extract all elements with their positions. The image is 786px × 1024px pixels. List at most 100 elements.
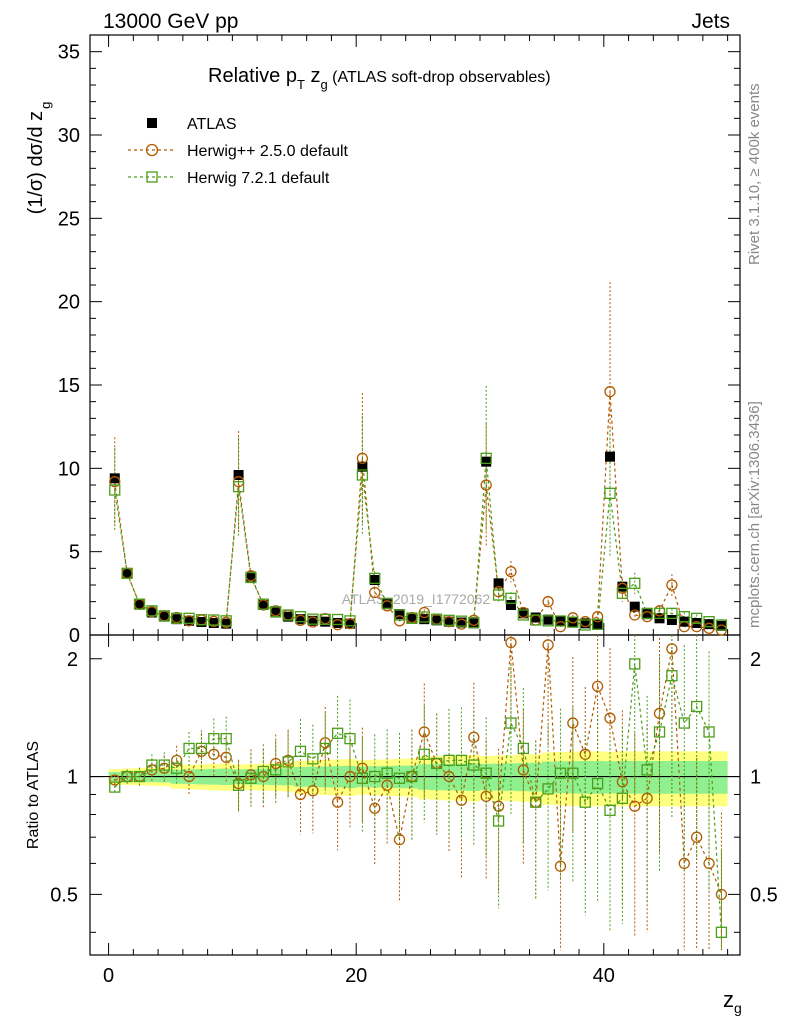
herwigpp-point	[604, 386, 616, 398]
rivet-version-label: Rivet 3.1.10, ≥ 400k events	[746, 83, 763, 265]
herwigpp-ratio-point	[542, 639, 554, 651]
atlas-point	[394, 609, 405, 620]
herwigpp-ratio-point	[183, 770, 195, 783]
atlas-point	[146, 607, 157, 618]
atlas-point	[431, 615, 442, 626]
herwig7-ratio-point	[579, 796, 591, 808]
herwig7-ratio-point	[616, 792, 629, 804]
ratio-series-group	[109, 635, 728, 951]
herwigpp-point	[629, 609, 641, 621]
atlas-point	[456, 617, 467, 628]
herwig7-point	[666, 607, 678, 619]
herwig7-point	[133, 598, 146, 610]
atlas-point	[493, 578, 504, 589]
herwig7-point	[121, 567, 133, 579]
herwig7-point	[641, 607, 653, 619]
axis-ticks: 0 20 40 0 5 10 15 20 25 30 35 0.5 0.5 1 1 2 2	[50, 34, 778, 987]
herwig7-ratio-point	[344, 732, 356, 745]
herwigpp-ratio-point	[331, 796, 344, 808]
herwig7-ratio-point	[171, 762, 183, 774]
atlas-point	[382, 599, 393, 610]
herwig7-point	[505, 592, 517, 604]
herwig7-ratio-point	[591, 777, 604, 790]
atlas-point	[345, 618, 355, 629]
herwig7-point	[307, 613, 319, 625]
herwigpp-point	[666, 579, 678, 591]
herwigpp-ratio-point	[109, 774, 121, 786]
herwig7-point	[431, 613, 443, 625]
herwig7-ratio-point	[629, 658, 641, 670]
herwig7-point	[356, 469, 369, 481]
herwigpp-point	[542, 596, 554, 608]
herwig7-point	[171, 612, 183, 624]
herwig7-point	[381, 597, 393, 609]
atlas-point	[295, 614, 306, 625]
herwig7-point	[195, 614, 208, 626]
atlas-point	[419, 614, 430, 625]
main-series-group	[109, 282, 728, 636]
herwig7-point	[418, 611, 430, 623]
herwig7-ratio-point	[715, 926, 728, 938]
herwig7-point	[109, 484, 121, 496]
herwig7-point	[616, 587, 629, 599]
atlas-point	[543, 614, 554, 625]
ratio-y-tick-label: 2	[67, 649, 78, 671]
herwig7-ratio-point	[133, 770, 146, 783]
herwigpp-point	[369, 586, 381, 599]
herwig7-ratio-point	[245, 772, 257, 784]
atlas-point	[530, 612, 541, 623]
herwigpp-ratio-point	[604, 712, 616, 724]
herwigpp-point	[691, 621, 703, 633]
herwig7-ratio-point	[319, 742, 331, 755]
atlas-point	[629, 601, 640, 612]
herwig7-ratio-point	[381, 767, 393, 779]
herwig7-point	[232, 481, 245, 493]
herwig7-point	[393, 609, 406, 621]
herwig7-line	[114, 458, 722, 626]
atlas-point	[196, 617, 207, 627]
atlas-point	[592, 619, 603, 630]
ratio-y-tick-label: 2	[750, 649, 761, 671]
herwig7-point	[542, 615, 554, 627]
herwigpp-point	[703, 622, 715, 634]
atlas-point	[332, 618, 343, 628]
atlas-point	[505, 600, 516, 610]
atlas-point	[642, 609, 653, 620]
herwig7-point	[282, 609, 294, 621]
y-tick-label: 10	[58, 458, 80, 480]
herwigpp-point	[505, 566, 517, 578]
atlas-point	[221, 618, 232, 629]
herwigpp-ratio-point	[505, 636, 517, 649]
y-tick-label: 20	[58, 292, 80, 314]
herwig7-ratio-point	[270, 764, 282, 776]
herwig7-point	[208, 614, 220, 626]
legend-entry-herwigpp: Herwig++ 2.5.0 default	[128, 143, 349, 160]
herwig7-ratio-point	[554, 767, 567, 779]
atlas-point	[208, 618, 219, 628]
herwig7-ratio-point	[455, 754, 468, 767]
herwig7-ratio-point	[505, 717, 517, 729]
herwig7-point	[257, 598, 269, 610]
plot-title: Relative pT zg (ATLAS soft-drop observab…	[208, 65, 551, 92]
herwig7-ratio-point	[517, 742, 529, 755]
legend-marker-herwig7	[146, 171, 158, 183]
atlas-point	[122, 568, 133, 579]
atlas-point	[245, 571, 256, 582]
herwig7-point	[629, 577, 641, 589]
herwigpp-point	[356, 452, 369, 464]
y-tick-label: 25	[58, 208, 80, 230]
herwig7-point	[468, 616, 480, 629]
herwig7-ratio-point	[604, 804, 616, 816]
y-tick-label: 5	[69, 542, 80, 564]
herwig7-ratio-point	[530, 796, 542, 808]
atlas-point	[617, 581, 628, 592]
legend-entry-atlas: ATLAS	[147, 116, 237, 133]
herwig7-ratio-point	[146, 759, 158, 771]
x-tick-label: 40	[593, 965, 615, 987]
herwig7-ratio-point	[331, 727, 344, 739]
herwig7-point	[158, 610, 170, 622]
atlas-point	[481, 456, 492, 467]
y-tick-label: 0	[69, 625, 80, 647]
ratio-y-axis-label: Ratio to ATLAS	[25, 741, 42, 849]
